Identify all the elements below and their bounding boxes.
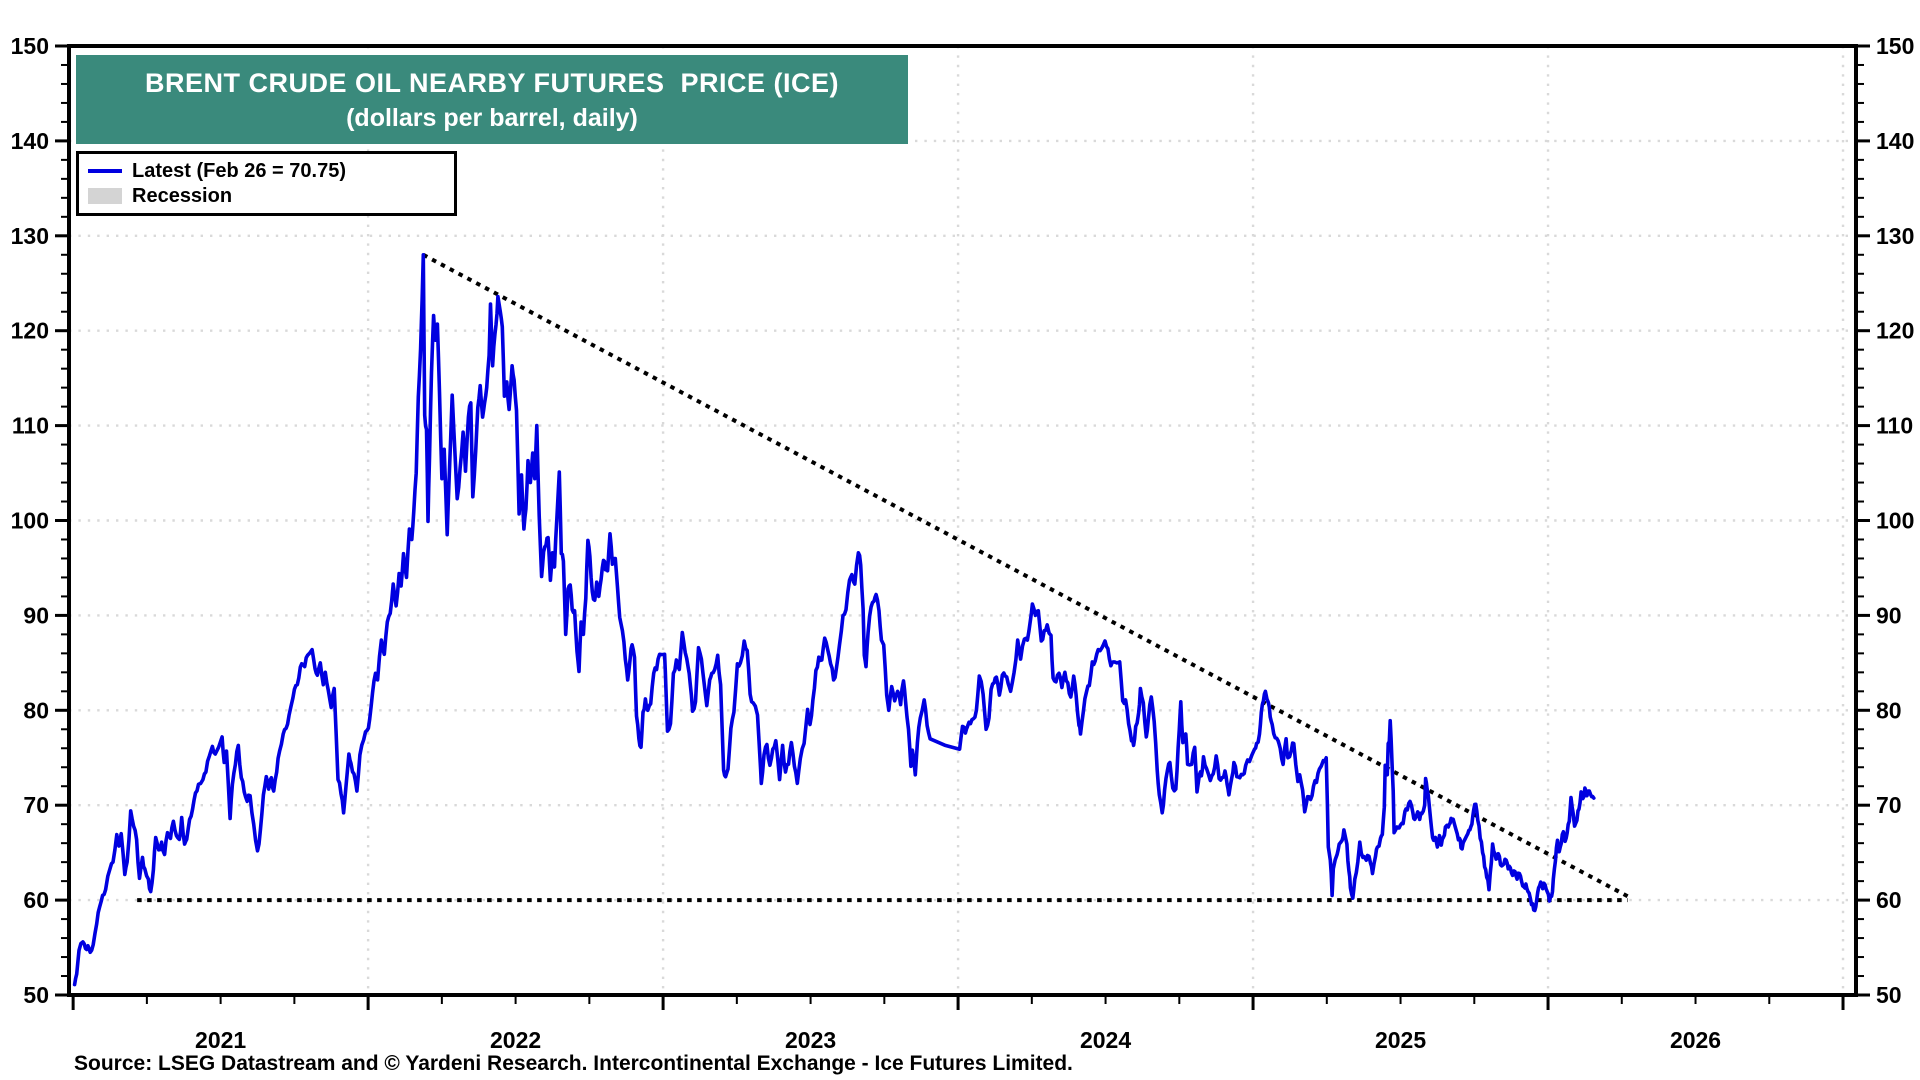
y-axis-label-right-70: 70 xyxy=(1876,792,1902,818)
y-axis-label-left-110: 110 xyxy=(12,413,49,439)
y-axis-label-right-100: 100 xyxy=(1876,508,1914,534)
y-axis-label-right-130: 130 xyxy=(1876,223,1914,249)
y-axis-label-left-120: 120 xyxy=(11,318,49,344)
chart-subtitle: (dollars per barrel, daily) xyxy=(346,103,638,132)
legend-line-swatch-icon xyxy=(88,169,122,173)
y-axis-label-right-80: 80 xyxy=(1876,697,1902,723)
y-axis-label-right-90: 90 xyxy=(1876,602,1902,628)
legend-label-latest: Latest (Feb 26 = 70.75) xyxy=(132,160,346,182)
chart-title: BRENT CRUDE OIL NEARBY FUTURES PRICE (IC… xyxy=(144,67,840,98)
x-axis-label-2021: 2021 xyxy=(195,1027,246,1053)
x-axis-label-2024: 2024 xyxy=(1080,1027,1131,1053)
x-axis-label-2026: 2026 xyxy=(1670,1027,1721,1053)
x-axis-label-2023: 2023 xyxy=(785,1027,836,1053)
legend-item-recession: Recession xyxy=(88,185,454,207)
y-axis-label-left-70: 70 xyxy=(23,792,49,818)
y-axis-label-left-50: 50 xyxy=(23,982,49,1008)
descending-trendline xyxy=(422,253,1629,899)
y-axis-label-left-130: 130 xyxy=(11,223,49,249)
y-axis-label-right-110: 110 xyxy=(1876,413,1913,439)
y-axis-label-right-50: 50 xyxy=(1876,982,1902,1008)
y-axis-label-left-150: 150 xyxy=(11,33,49,59)
y-axis-label-right-140: 140 xyxy=(1876,128,1914,154)
y-axis-label-left-140: 140 xyxy=(11,128,49,154)
x-axis-label-2025: 2025 xyxy=(1375,1027,1426,1053)
y-axis-label-left-100: 100 xyxy=(11,508,49,534)
legend-rect-swatch-icon xyxy=(88,188,122,204)
source-text: Source: LSEG Datastream and © Yardeni Re… xyxy=(74,1052,1073,1075)
price-line-series xyxy=(72,253,1596,987)
y-axis-label-left-80: 80 xyxy=(23,697,49,723)
legend-box: Latest (Feb 26 = 70.75) Recession xyxy=(76,151,457,216)
legend-label-recession: Recession xyxy=(132,185,233,207)
x-axis-label-2022: 2022 xyxy=(490,1027,541,1053)
y-axis-label-right-120: 120 xyxy=(1876,318,1914,344)
chart-title-box: BRENT CRUDE OIL NEARBY FUTURES PRICE (IC… xyxy=(76,55,908,144)
y-axis-label-left-90: 90 xyxy=(23,602,49,628)
y-axis-label-right-150: 150 xyxy=(1876,33,1914,59)
y-axis-label-right-60: 60 xyxy=(1876,887,1902,913)
y-axis-label-left-60: 60 xyxy=(23,887,49,913)
legend-item-latest: Latest (Feb 26 = 70.75) xyxy=(88,160,454,182)
